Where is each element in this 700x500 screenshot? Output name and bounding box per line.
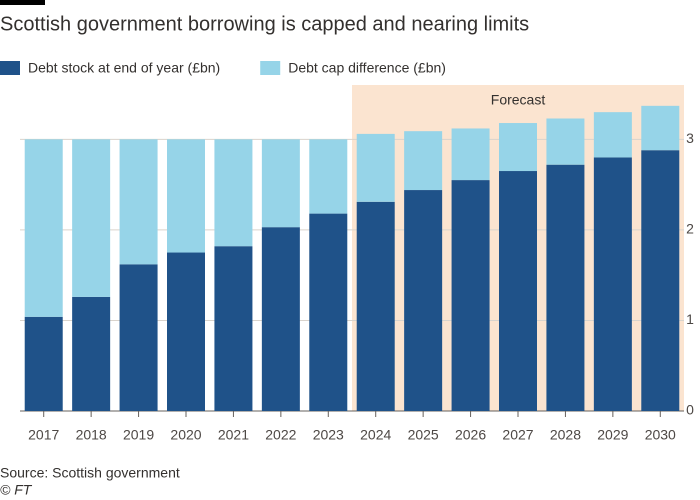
- chart-title: Scottish government borrowing is capped …: [0, 13, 529, 35]
- y-tick-label: 1: [686, 311, 694, 327]
- x-tick-label: 2022: [265, 427, 296, 443]
- bar-segment: [119, 139, 158, 265]
- bar-segment: [72, 296, 111, 411]
- x-tick-label: 2018: [76, 427, 107, 443]
- y-tick-label: 3: [686, 130, 694, 146]
- bar-segment: [499, 123, 537, 172]
- x-tick-label: 2019: [123, 427, 154, 443]
- x-tick-label: 2025: [408, 427, 439, 443]
- bar-segment: [641, 150, 680, 411]
- bar-segment: [593, 157, 632, 411]
- bar-segment: [641, 105, 680, 151]
- bar-segment: [593, 112, 632, 158]
- bar-segment: [72, 139, 111, 297]
- credit: © FT: [0, 482, 33, 498]
- x-tick-label: 2027: [502, 427, 533, 443]
- bar-segment: [261, 139, 300, 228]
- bar-segment: [214, 139, 253, 247]
- y-tick-label: 2: [686, 221, 694, 237]
- brand-bar: [0, 0, 45, 5]
- source: Source: Scottish government: [0, 465, 180, 481]
- x-tick-label: 2030: [645, 427, 676, 443]
- x-tick-label: 2017: [28, 427, 59, 443]
- legend-swatch: [260, 61, 281, 75]
- forecast-label: Forecast: [491, 92, 546, 108]
- bar-segment: [261, 227, 300, 411]
- legend-label: Debt stock at end of year (£bn): [28, 60, 220, 76]
- x-tick-label: 2029: [597, 427, 628, 443]
- x-tick-label: 2020: [170, 427, 201, 443]
- bar-segment: [404, 131, 443, 191]
- bar-segment: [309, 139, 348, 214]
- bar-segment: [24, 139, 63, 317]
- bar-segment: [167, 252, 205, 411]
- x-tick-label: 2023: [313, 427, 344, 443]
- bar-segment: [119, 264, 158, 411]
- bar-segment: [451, 128, 490, 181]
- bar-segment: [24, 316, 63, 411]
- x-tick-label: 2026: [455, 427, 486, 443]
- bar-segment: [451, 180, 490, 411]
- x-tick-label: 2028: [550, 427, 581, 443]
- y-tick-label: 0: [686, 402, 694, 418]
- bar-segment: [499, 171, 537, 411]
- legend-label: Debt cap difference (£bn): [288, 60, 446, 76]
- bar-segment: [214, 246, 253, 411]
- x-tick-label: 2021: [218, 427, 249, 443]
- legend-swatch: [0, 61, 20, 75]
- x-tick-label: 2024: [360, 427, 391, 443]
- bar-segment: [356, 201, 395, 411]
- legend: Debt stock at end of year (£bn) Debt cap …: [0, 60, 446, 76]
- bar-segment: [546, 164, 585, 411]
- bar-segment: [356, 133, 395, 202]
- bar-segment: [167, 139, 205, 253]
- bar-segment: [309, 213, 348, 411]
- bar-segment: [546, 118, 585, 165]
- bar-segment: [404, 190, 443, 411]
